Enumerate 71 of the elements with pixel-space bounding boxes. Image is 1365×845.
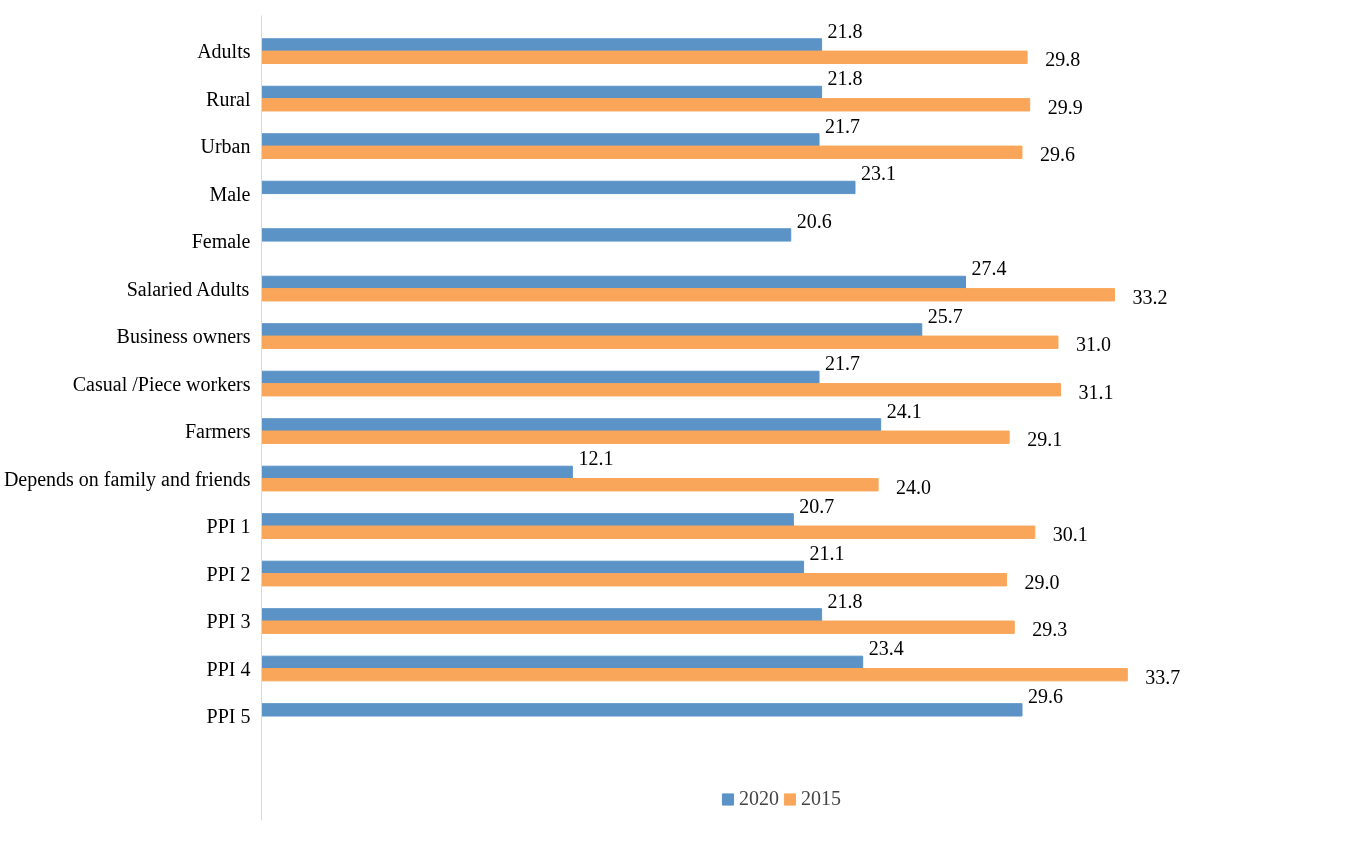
bar [261, 38, 823, 52]
bar [261, 620, 1015, 634]
data-label: 29.9 [1047, 95, 1083, 118]
bar [261, 573, 1008, 587]
data-label: 21.7 [825, 352, 861, 375]
y-tick-label: PPI 1 [206, 515, 251, 538]
y-tick-label: Male [209, 182, 251, 205]
y-tick-label: Farmers [184, 420, 251, 443]
data-label: 29.8 [1045, 48, 1081, 71]
bar [261, 478, 879, 492]
y-tick-label: Adults [197, 40, 251, 63]
bar [261, 228, 792, 242]
data-label: 33.2 [1132, 285, 1168, 308]
bar [261, 608, 823, 622]
y-tick-label: Business owners [116, 325, 251, 348]
bar [261, 180, 856, 195]
y-tick-label: Urban [200, 135, 251, 158]
data-label: 31.0 [1075, 333, 1111, 356]
legend-label: 2020 [739, 787, 779, 810]
y-tick-label: PPI 5 [206, 705, 251, 728]
data-label: 23.4 [868, 637, 904, 660]
data-label: 29.0 [1024, 570, 1060, 593]
bar [261, 465, 573, 480]
bar [261, 288, 1115, 302]
bar [261, 383, 1062, 397]
bar [261, 275, 966, 290]
data-label: 31.1 [1078, 380, 1114, 403]
data-label: 29.1 [1027, 428, 1063, 451]
data-label: 29.3 [1032, 618, 1068, 641]
data-label: 30.1 [1052, 523, 1088, 546]
data-label: 33.7 [1145, 665, 1181, 688]
bar [261, 430, 1010, 444]
data-label: 21.8 [827, 19, 863, 42]
y-tick-label: Rural [206, 87, 251, 110]
data-label: 25.7 [927, 304, 963, 327]
data-label: 29.6 [1039, 143, 1075, 166]
data-label: 21.8 [827, 67, 863, 90]
bar [261, 133, 820, 147]
data-label: 24.1 [886, 399, 922, 422]
bar [261, 525, 1036, 539]
data-label: 24.0 [896, 475, 932, 498]
data-label: 20.6 [796, 209, 832, 232]
bar [261, 85, 823, 100]
y-tick-label: Salaried Adults [126, 277, 250, 300]
bar [261, 335, 1059, 349]
y-tick-label: PPI 3 [206, 610, 251, 633]
bar [261, 560, 805, 575]
data-label: 27.4 [971, 257, 1007, 280]
bar [261, 513, 794, 527]
bar [261, 668, 1128, 682]
bar [261, 370, 820, 385]
y-tick-label: PPI 2 [206, 562, 251, 585]
data-label: 21.1 [809, 542, 845, 565]
bar [261, 703, 1023, 717]
bar [261, 418, 882, 432]
bar [261, 323, 923, 337]
y-tick-label: Female [191, 230, 251, 253]
bar [261, 655, 864, 670]
bar [261, 50, 1028, 64]
data-label: 21.7 [825, 114, 861, 137]
data-label: 21.8 [827, 589, 863, 612]
data-label: 29.6 [1027, 684, 1063, 707]
bar [261, 145, 1023, 159]
data-label: 20.7 [799, 494, 835, 517]
bar [261, 98, 1031, 112]
y-tick-label: Depends on family and friends [3, 467, 251, 491]
data-label: 23.1 [860, 162, 896, 185]
y-tick-label: Casual /Piece workers [72, 372, 251, 395]
data-label: 12.1 [578, 447, 614, 470]
legend-label: 2015 [801, 787, 841, 810]
y-tick-label: PPI 4 [206, 657, 251, 680]
